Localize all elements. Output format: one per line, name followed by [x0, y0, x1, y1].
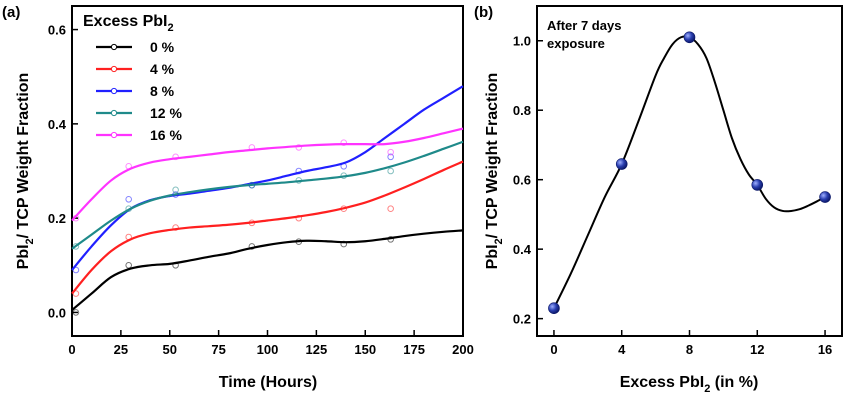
- legend-label: 4 %: [150, 61, 175, 77]
- legend-marker: [110, 109, 118, 117]
- data-point: [751, 179, 764, 191]
- legend-marker: [110, 131, 118, 139]
- y-tick-label: 0.2: [513, 312, 531, 327]
- data-point: [172, 261, 179, 269]
- data-point: [72, 290, 80, 297]
- data-point: [72, 214, 80, 222]
- data-point: [248, 144, 256, 151]
- panel-b-ylabel: PbI2/ TCP Weight Fraction: [484, 73, 505, 270]
- legend-title: Excess PbI2: [83, 13, 174, 34]
- data-point: [125, 195, 132, 203]
- panel-a-axes: 0 25 50 75 100 125 150 175 200 0.0 0.2 0.4 0.6: [48, 23, 474, 357]
- y-tick-label: 0.0: [48, 305, 66, 320]
- x-tick-label: 100: [257, 342, 279, 357]
- y-tick-label: 0.6: [513, 173, 531, 188]
- legend-marker: [110, 43, 118, 51]
- data-point: [295, 214, 303, 222]
- data-point: [248, 219, 256, 227]
- data-point: [72, 309, 80, 316]
- panel-b-curve: [553, 35, 826, 309]
- data-point: [340, 172, 348, 180]
- panel-b: (b) 0 4 8 12 160.20.40.60.81.0 After 7 days …: [474, 4, 843, 395]
- x-tick-label: 0: [550, 342, 557, 357]
- data-point: [248, 181, 256, 189]
- panel-a-ylabel: PbI2/ TCP Weight Fraction: [15, 73, 36, 270]
- legend-label: 12 %: [150, 105, 182, 121]
- data-point: [125, 205, 132, 213]
- panel-b-label: (b): [474, 4, 493, 21]
- series-line-1: [71, 160, 464, 295]
- data-point: [387, 205, 394, 213]
- data-point: [72, 243, 80, 250]
- data-point: [548, 302, 560, 315]
- data-point: [125, 261, 132, 269]
- panel-b-annotation-line2: exposure: [547, 36, 605, 51]
- data-point: [387, 153, 394, 161]
- y-tick-label: 1.0: [513, 34, 531, 49]
- legend: Excess PbI2 0 % 4 % 8 % 12 % 16 %: [83, 13, 182, 143]
- legend-label: 16 %: [150, 127, 182, 143]
- data-point: [340, 240, 348, 248]
- data-point: [387, 236, 394, 243]
- data-point: [125, 162, 132, 170]
- data-point: [172, 186, 179, 194]
- x-tick-label: 75: [211, 342, 225, 357]
- x-tick-label: 16: [818, 342, 832, 357]
- panel-b-axes: 0 4 8 12 16 0.2 0.4 0.6 0.8 1.0: [513, 34, 832, 357]
- fit-curve: [553, 35, 826, 309]
- y-tick-label: 0.6: [48, 23, 66, 38]
- panel-a-label: (a): [2, 4, 20, 21]
- y-tick-label: 0.2: [48, 211, 66, 226]
- legend-marker: [110, 65, 118, 73]
- data-point: [172, 224, 179, 231]
- data-point: [295, 238, 303, 246]
- panel-b-xlabel: Excess PbI2 (in %): [620, 374, 759, 395]
- x-tick-label: 150: [354, 342, 376, 357]
- series-line-0: [71, 229, 464, 311]
- panel-b-annotation-line1: After 7 days: [547, 18, 621, 33]
- x-tick-label: 50: [163, 342, 177, 357]
- data-point: [295, 144, 303, 151]
- data-point: [340, 139, 348, 147]
- series-line-4: [71, 127, 464, 222]
- panel-a-frame: [71, 5, 464, 337]
- legend-marker: [110, 87, 118, 95]
- panel-a-points: [72, 139, 394, 316]
- data-point: [295, 167, 303, 175]
- legend-label: 0 %: [150, 39, 175, 55]
- x-tick-label: 8: [686, 342, 693, 357]
- panel-b-frame: [536, 5, 843, 337]
- y-tick-label: 0.4: [48, 117, 67, 132]
- data-point: [340, 205, 348, 213]
- panel-a-curves: [71, 85, 464, 311]
- data-point: [683, 31, 696, 44]
- panel-a: (a) 0 25 50 75 100 125 150 175 200 0.0 0.2 0.4 0.6 E…: [2, 4, 474, 391]
- data-point: [72, 266, 80, 274]
- data-point: [340, 162, 348, 170]
- data-point: [615, 158, 628, 170]
- x-tick-label: 12: [750, 342, 764, 357]
- y-tick-label: 0.4: [513, 242, 532, 257]
- data-point: [172, 153, 179, 161]
- data-point: [125, 233, 132, 241]
- series-line-3: [71, 140, 464, 250]
- data-point: [172, 191, 179, 198]
- x-tick-label: 200: [452, 342, 474, 357]
- x-tick-label: 25: [114, 342, 128, 357]
- x-tick-label: 125: [306, 342, 328, 357]
- data-point: [248, 243, 256, 250]
- y-tick-label: 0.8: [513, 103, 531, 118]
- legend-label: 8 %: [150, 83, 175, 99]
- x-tick-label: 175: [403, 342, 425, 357]
- data-point: [819, 191, 831, 203]
- x-tick-label: 0: [68, 342, 75, 357]
- data-point: [387, 148, 394, 156]
- x-tick-label: 4: [618, 342, 626, 357]
- panel-a-xlabel: Time (Hours): [219, 374, 317, 391]
- panel-b-points: [548, 31, 831, 315]
- data-point: [295, 177, 303, 184]
- data-point: [387, 167, 394, 175]
